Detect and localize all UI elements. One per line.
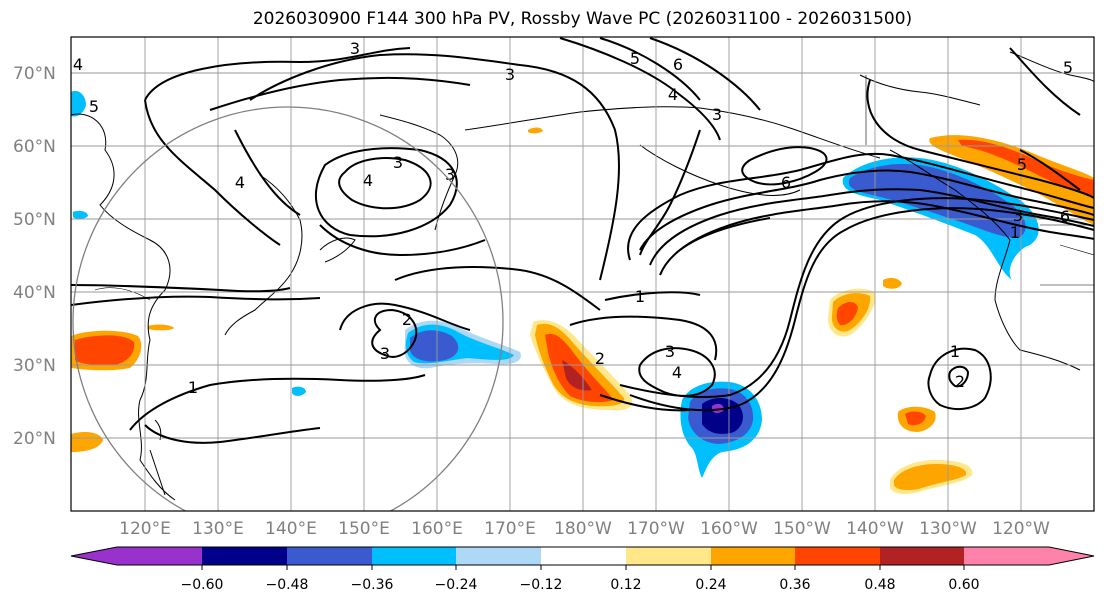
coastlines xyxy=(71,51,1094,501)
contour-label: 6 xyxy=(781,173,791,192)
lon-label: 120°E xyxy=(119,519,171,539)
lon-label: 170°W xyxy=(627,519,685,539)
colorbar-tick-label: −0.48 xyxy=(266,577,309,593)
lat-label: 50°N xyxy=(13,210,56,230)
colorbar-segment xyxy=(117,547,202,565)
colorbar-tick-label: −0.60 xyxy=(181,577,224,593)
colorbar-tick-label: 0.36 xyxy=(779,577,810,593)
colorbar-segment xyxy=(202,547,287,565)
map-title: 2026030900 F144 300 hPa PV, Rossby Wave … xyxy=(252,9,913,29)
colorbar-tick-label: 0.12 xyxy=(610,577,641,593)
colorbar-segment xyxy=(711,547,795,565)
lon-label: 130°W xyxy=(919,519,977,539)
lon-label: 150°W xyxy=(773,519,831,539)
lat-label: 60°N xyxy=(13,137,56,157)
contour-label: 2 xyxy=(402,310,412,329)
lon-label: 180°W xyxy=(554,519,612,539)
contour-label: 5 xyxy=(630,49,640,68)
lon-label: 140°E xyxy=(265,519,317,539)
colorbar-tick-label: 0.60 xyxy=(948,577,979,593)
map-panel: 3 5 6 4 3 3 4 5 6 3 4 4 2 3 1 1 3 4 2 1 xyxy=(70,36,1095,512)
pv-contours xyxy=(71,37,1094,444)
contour-label: 3 xyxy=(665,342,675,361)
contour-label: 1 xyxy=(950,342,960,361)
colorbar-segment xyxy=(964,547,1049,565)
contour-label: 6 xyxy=(1060,207,1070,226)
lon-label: 130°E xyxy=(192,519,244,539)
contour-label: 2 xyxy=(955,372,965,391)
contour-label: 4 xyxy=(668,85,678,104)
lat-label: 70°N xyxy=(13,64,56,84)
colorbar-segment xyxy=(880,547,964,565)
colorbar-tick-label: 0.48 xyxy=(864,577,895,593)
colorbar-tick-label: −0.12 xyxy=(520,577,563,593)
colorbar-extend-low xyxy=(71,547,117,565)
contour-label: 3 xyxy=(505,65,515,84)
contour-label: 1 xyxy=(188,378,198,397)
contour-label: 3 xyxy=(445,165,455,184)
contour-label: 3 xyxy=(380,344,390,363)
lon-label: 160°W xyxy=(700,519,758,539)
lon-label: 140°W xyxy=(846,519,904,539)
colorbar-segment xyxy=(456,547,541,565)
contour-label: 3 xyxy=(393,153,403,172)
colorbar-tick-label: 0.24 xyxy=(695,577,726,593)
contour-label: 3 xyxy=(1013,206,1023,225)
colorbar-tick-label: −0.24 xyxy=(435,577,478,593)
lon-label: 160°E xyxy=(411,519,463,539)
reference-circle xyxy=(72,106,504,511)
lon-label: 120°W xyxy=(992,519,1050,539)
contour-labels: 3 5 6 4 3 3 4 5 6 3 4 4 2 3 1 1 3 4 2 1 xyxy=(73,39,1073,397)
colorbar-outline xyxy=(70,546,1095,566)
contour-label: 1 xyxy=(1010,223,1020,242)
colorbar-segment xyxy=(626,547,711,565)
contour-label: 5 xyxy=(89,97,99,116)
graticule xyxy=(71,37,1094,511)
colorbar: −0.60 −0.48 −0.36 −0.24 −0.12 0.12 0.24 … xyxy=(70,546,1095,593)
contour-label: 3 xyxy=(712,105,722,124)
latitude-labels: 70°N 60°N 50°N 40°N 30°N 20°N xyxy=(13,64,56,449)
contour-label: 3 xyxy=(350,39,360,58)
lon-label: 150°E xyxy=(338,519,390,539)
contour-label: 4 xyxy=(235,173,245,192)
colorbar-segment xyxy=(795,547,880,565)
lon-label: 170°E xyxy=(484,519,536,539)
contour-label: 1 xyxy=(635,287,645,306)
contour-label: 4 xyxy=(73,55,83,74)
colorbar-extend-high xyxy=(1049,547,1094,565)
longitude-labels: 120°E 130°E 140°E 150°E 160°E 170°E 180°… xyxy=(119,519,1050,539)
lat-label: 20°N xyxy=(13,429,56,449)
contour-label: 4 xyxy=(672,363,682,382)
map-frame xyxy=(70,36,1095,512)
lat-label: 30°N xyxy=(13,356,56,376)
contour-label: 6 xyxy=(673,55,683,74)
political-borders xyxy=(94,75,1094,301)
contour-label: 5 xyxy=(1063,58,1073,77)
colorbar-segment xyxy=(287,547,372,565)
colorbar-segment xyxy=(372,547,456,565)
contour-label: 5 xyxy=(1017,155,1027,174)
contour-label: 4 xyxy=(363,171,373,190)
contour-label: 2 xyxy=(595,349,605,368)
lat-label: 40°N xyxy=(13,283,56,303)
colorbar-tick-label: −0.36 xyxy=(351,577,394,593)
colorbar-segment xyxy=(541,547,626,565)
